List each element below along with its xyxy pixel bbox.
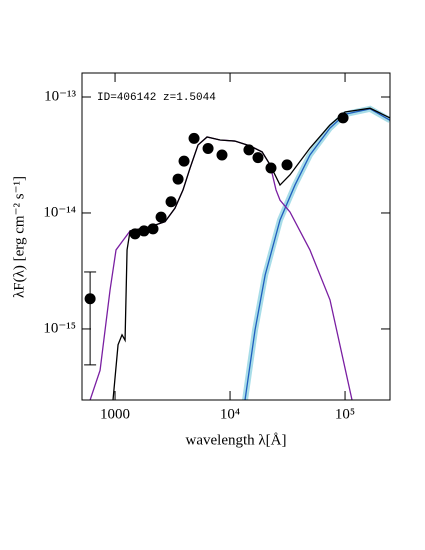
data-point	[243, 144, 255, 156]
y-tick-label: 10⁻¹⁵	[43, 320, 76, 336]
x-tick-label: 10⁴	[220, 406, 240, 422]
model-line	[244, 108, 390, 400]
data-point	[188, 132, 200, 144]
x-tick-label: 10⁵	[335, 406, 355, 422]
data-point	[172, 173, 184, 185]
annotation: ID=406142 z=1.5044	[97, 92, 216, 104]
data-point	[202, 142, 214, 154]
x-tick-label: 1000	[100, 406, 130, 422]
data-point	[84, 293, 96, 305]
data-point	[252, 152, 264, 164]
data-point	[165, 196, 177, 208]
data-point	[265, 162, 277, 174]
data-point	[337, 112, 349, 124]
model-line	[112, 107, 390, 400]
y-axis-label: λF(λ) [erg cm⁻² s⁻¹]	[11, 176, 27, 298]
data-point	[138, 225, 150, 237]
y-tick-label: 10⁻¹⁴	[43, 204, 76, 220]
data-point	[129, 228, 141, 240]
data-point	[216, 149, 228, 161]
x-axis-label: wavelength λ[Å]	[186, 432, 287, 448]
y-tick-label: 10⁻¹³	[44, 88, 76, 104]
data-point	[178, 155, 190, 167]
data-point	[155, 211, 167, 223]
plot-frame	[81, 72, 391, 401]
data-point	[147, 223, 159, 235]
data-point	[281, 159, 293, 171]
